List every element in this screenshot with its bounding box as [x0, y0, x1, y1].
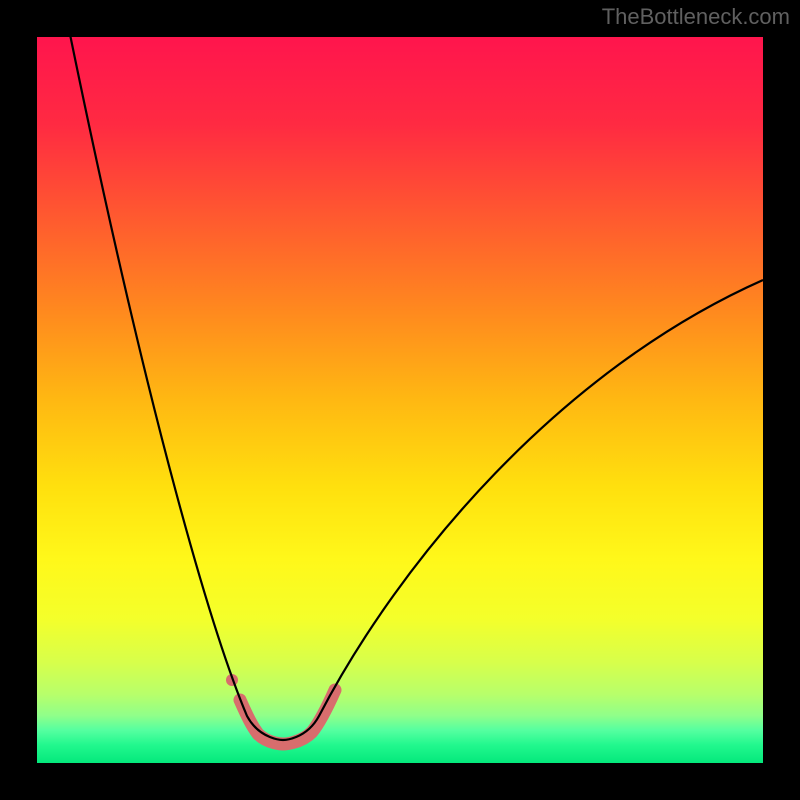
plot-background-gradient	[37, 37, 763, 763]
watermark-text: TheBottleneck.com	[602, 4, 790, 30]
chart-container: TheBottleneck.com	[0, 0, 800, 800]
bottleneck-chart	[0, 0, 800, 800]
